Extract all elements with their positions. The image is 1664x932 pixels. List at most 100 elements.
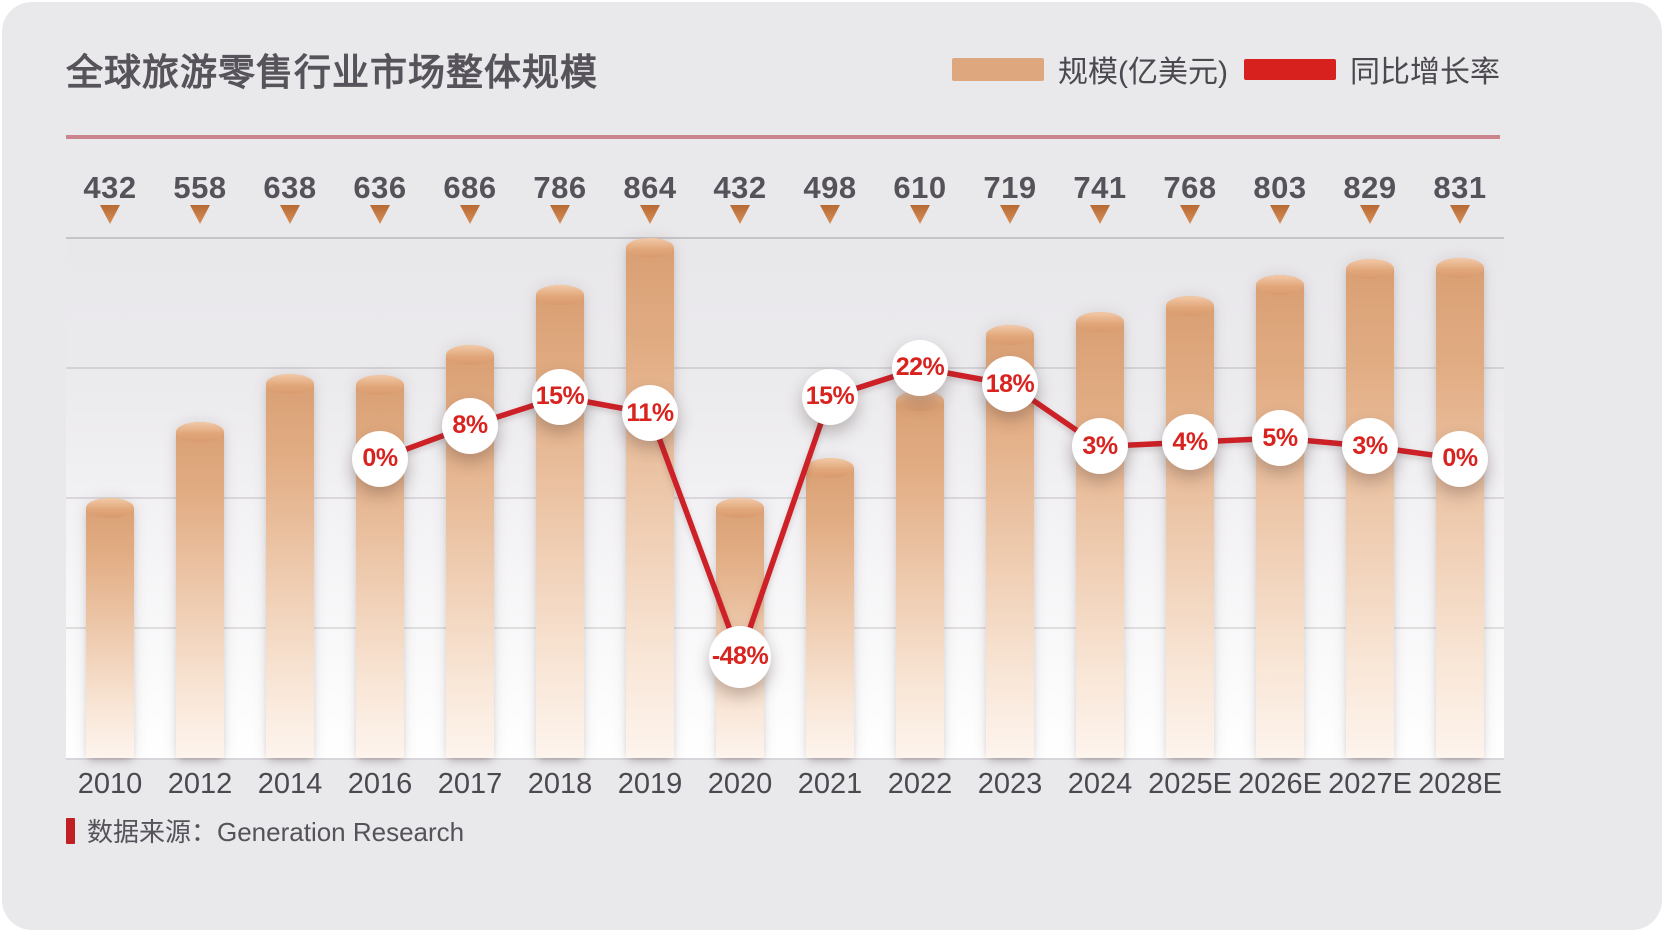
x-axis-label: 2026E bbox=[1238, 768, 1322, 800]
gridline bbox=[66, 237, 1504, 239]
growth-bubble: 15% bbox=[532, 368, 588, 425]
source-tick-icon bbox=[66, 817, 75, 844]
bar bbox=[176, 422, 224, 758]
bar-cap bbox=[266, 374, 314, 394]
bar-cap bbox=[1076, 312, 1124, 332]
bar-cap bbox=[176, 422, 224, 442]
bar bbox=[626, 238, 674, 758]
growth-bubble: 18% bbox=[982, 356, 1038, 413]
bar-value-label: 831 bbox=[1433, 170, 1487, 205]
bar-cap bbox=[1436, 258, 1484, 278]
growth-bubble: -48% bbox=[709, 625, 771, 688]
down-triangle-icon bbox=[1000, 205, 1020, 224]
x-axis-label: 2024 bbox=[1067, 768, 1133, 800]
bar bbox=[896, 391, 944, 758]
x-axis-label: 2027E bbox=[1328, 768, 1412, 800]
x-axis-label: 2012 bbox=[167, 768, 233, 800]
bar-value-label: 786 bbox=[533, 170, 587, 205]
down-triangle-icon bbox=[1450, 205, 1470, 224]
x-axis-label: 2018 bbox=[527, 768, 593, 800]
bar-cap bbox=[986, 325, 1034, 345]
bar-value-label: 558 bbox=[173, 170, 227, 205]
bar bbox=[1436, 258, 1484, 758]
legend-item-scale: 规模(亿美元) bbox=[952, 47, 1228, 91]
title-divider bbox=[66, 135, 1500, 139]
bar-cap bbox=[356, 375, 404, 395]
x-axis-label: 2021 bbox=[797, 768, 863, 800]
x-axis-label: 2010 bbox=[77, 768, 143, 800]
bar-value-label: 636 bbox=[353, 170, 407, 205]
bar-series-swatch-icon bbox=[952, 57, 1045, 81]
x-axis-label: 2016 bbox=[347, 768, 413, 800]
growth-bubble: 3% bbox=[1072, 418, 1128, 475]
down-triangle-icon bbox=[1090, 205, 1110, 224]
growth-bubble: 11% bbox=[622, 385, 678, 442]
bar-cap bbox=[1346, 259, 1394, 279]
x-axis-label: 2017 bbox=[437, 768, 503, 800]
down-triangle-icon bbox=[1270, 205, 1290, 224]
line-series-swatch-icon bbox=[1244, 58, 1336, 80]
bar-value-label: 432 bbox=[83, 170, 137, 205]
bar-value-label: 719 bbox=[983, 170, 1037, 205]
bar-value-labels-row: 432 558 638 636 686 786 864 432 498 610 719 741 768 8… bbox=[66, 2, 1504, 238]
x-axis-label: 2028E bbox=[1418, 768, 1502, 800]
x-axis-label: 2023 bbox=[977, 768, 1043, 800]
source-note: 数据来源：Generation Research bbox=[66, 812, 464, 849]
bar-cap bbox=[626, 238, 674, 258]
bar bbox=[806, 458, 854, 758]
bar bbox=[266, 374, 314, 758]
gridline bbox=[66, 497, 1504, 499]
bar-value-label: 864 bbox=[623, 170, 677, 205]
legend: 规模(亿美元) 同比增长率 bbox=[952, 47, 1500, 91]
bar-value-label: 829 bbox=[1343, 170, 1397, 205]
bar bbox=[1076, 312, 1124, 758]
bar-value-label: 768 bbox=[1163, 170, 1217, 205]
down-triangle-icon bbox=[910, 205, 930, 224]
bar bbox=[1256, 275, 1304, 758]
bar-value-label: 803 bbox=[1253, 170, 1307, 205]
gridline bbox=[66, 627, 1504, 629]
chart-header: 全球旅游零售行业市场整体规模 规模(亿美元) 同比增长率 bbox=[66, 40, 1500, 98]
growth-bubble: 5% bbox=[1252, 410, 1308, 467]
chart-title: 全球旅游零售行业市场整体规模 bbox=[66, 52, 598, 93]
gridline bbox=[66, 367, 1504, 369]
down-triangle-icon bbox=[730, 205, 750, 224]
growth-bubble: 15% bbox=[802, 368, 858, 425]
growth-line bbox=[377, 365, 1463, 660]
legend-item-growth: 同比增长率 bbox=[1244, 47, 1500, 91]
bar-value-label: 498 bbox=[803, 170, 857, 205]
bar bbox=[1346, 259, 1394, 758]
bar-value-label: 638 bbox=[263, 170, 317, 205]
bar-cap bbox=[896, 391, 944, 411]
bar bbox=[1166, 296, 1214, 758]
x-axis-label: 2019 bbox=[617, 768, 683, 800]
down-triangle-icon bbox=[100, 205, 120, 224]
growth-bubble: 0% bbox=[352, 430, 408, 487]
x-axis-labels-row: 2010 2012 2014 2016 2017 2018 2019 2020 2021 2022… bbox=[66, 768, 1504, 804]
legend-label-scale: 规模(亿美元) bbox=[1058, 56, 1228, 89]
down-triangle-icon bbox=[1360, 205, 1380, 224]
growth-bubble: 22% bbox=[892, 339, 948, 396]
down-triangle-icon bbox=[370, 205, 390, 224]
bar bbox=[86, 498, 134, 758]
bar-cap bbox=[86, 498, 134, 518]
bar-cap bbox=[1166, 296, 1214, 316]
growth-bubble: 3% bbox=[1342, 418, 1398, 475]
growth-bubble: 0% bbox=[1432, 430, 1488, 487]
x-axis-label: 2025E bbox=[1148, 768, 1232, 800]
x-axis-label: 2022 bbox=[887, 768, 953, 800]
growth-bubble: 4% bbox=[1162, 414, 1218, 471]
down-triangle-icon bbox=[640, 205, 660, 224]
bar-value-label: 610 bbox=[893, 170, 947, 205]
bar-value-label: 432 bbox=[713, 170, 767, 205]
x-axis-label: 2020 bbox=[707, 768, 773, 800]
bar-cap bbox=[1256, 275, 1304, 295]
bar-value-label: 686 bbox=[443, 170, 497, 205]
down-triangle-icon bbox=[820, 205, 840, 224]
bar-cap bbox=[536, 285, 584, 305]
source-text: 数据来源：Generation Research bbox=[87, 817, 465, 847]
down-triangle-icon bbox=[1180, 205, 1200, 224]
bar bbox=[536, 285, 584, 758]
